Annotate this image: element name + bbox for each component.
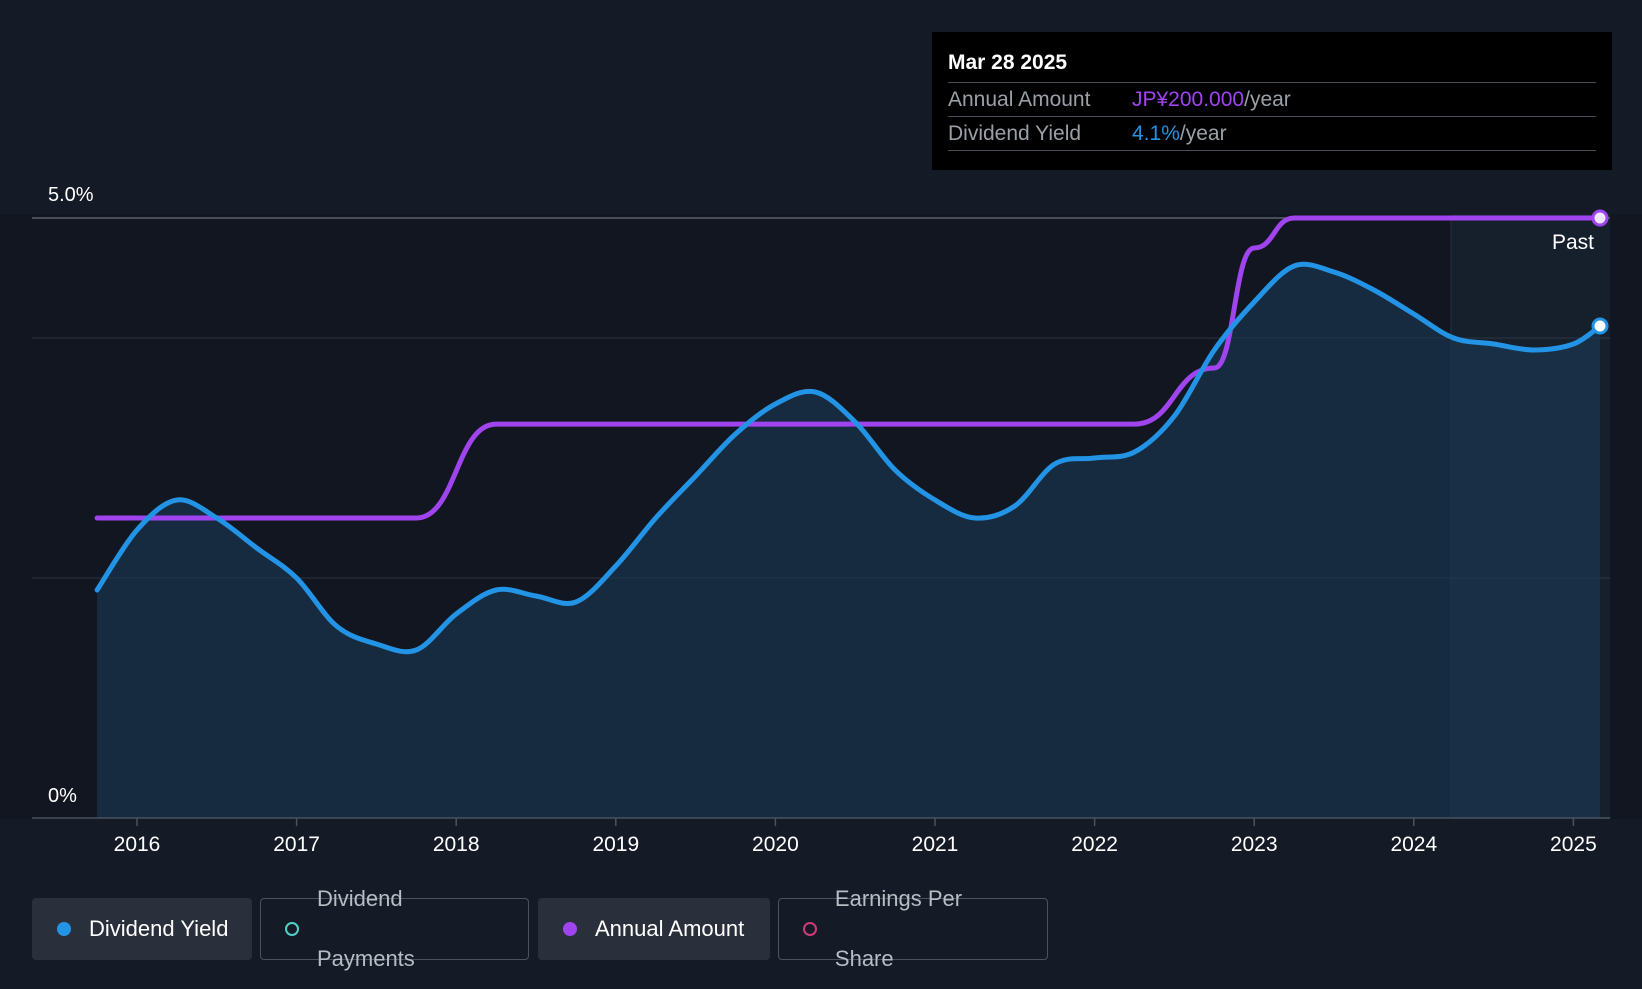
- legend-annual-amount[interactable]: Annual Amount: [538, 898, 770, 960]
- legend-dividend-payments-label: Dividend Payments: [316, 886, 415, 971]
- dividend-yield-area: [97, 264, 1601, 818]
- x-tick-label: 2017: [273, 833, 320, 856]
- tooltip-yield-row: Dividend Yield 4.1%/year: [948, 116, 1596, 151]
- tooltip-yield-unit: /year: [1179, 122, 1227, 145]
- past-label: Past: [1552, 231, 1594, 254]
- tooltip-annual-value: JP¥200.000: [1132, 88, 1245, 111]
- x-tick-label: 2022: [1071, 833, 1118, 856]
- dividend-yield-dot-icon: [57, 922, 71, 936]
- tooltip: Mar 28 2025 Annual Amount JP¥200.000/yea…: [932, 32, 1612, 170]
- annual-amount-dot-icon: [563, 922, 577, 936]
- legend-dividend-yield-label: Dividend Yield: [89, 916, 229, 941]
- tooltip-annual-label: Annual Amount: [948, 88, 1091, 111]
- legend-dividend-payments[interactable]: Dividend Payments: [260, 886, 529, 971]
- earnings-per-share-ring-icon: [803, 922, 817, 936]
- tooltip-annual-row: Annual Amount JP¥200.000/year: [948, 82, 1596, 116]
- dividend-yield-line: [94, 261, 1603, 655]
- y-tick-label-bottom: 0%: [48, 785, 77, 807]
- x-tick-label: 2019: [592, 833, 639, 856]
- x-tick-label: 2016: [114, 833, 161, 856]
- x-tick-label: 2024: [1390, 833, 1437, 856]
- tooltip-yield-value-group: 4.1%/year: [1132, 117, 1227, 150]
- annual-amount-end-marker: [1591, 209, 1609, 227]
- x-tick-label: 2018: [433, 833, 480, 856]
- x-tick-labels: 2016 2017 2018 2019 2020 2021 2022 2023 2024 2025: [114, 833, 1597, 856]
- x-tick-label: 2021: [912, 833, 959, 856]
- x-ticks: [136, 818, 1575, 826]
- tooltip-annual-value-group: JP¥200.000/year: [1132, 83, 1291, 116]
- x-tick-label: 2023: [1231, 833, 1278, 856]
- x-tick-label: 2025: [1550, 833, 1597, 856]
- tooltip-annual-unit: /year: [1244, 88, 1291, 111]
- tooltip-date: Mar 28 2025: [948, 51, 1068, 74]
- dividend-payments-ring-icon: [285, 922, 299, 936]
- legend-dividend-yield[interactable]: Dividend Yield: [32, 898, 252, 960]
- legend-earnings-per-share[interactable]: Earnings Per Share: [778, 886, 1048, 971]
- dividend-yield-end-marker: [1591, 317, 1609, 335]
- y-tick-label-top: 5.0%: [48, 184, 94, 206]
- legend-earnings-per-share-label: Earnings Per Share: [834, 886, 963, 971]
- tooltip-yield-value: 4.1%: [1132, 122, 1180, 145]
- legend-annual-amount-label: Annual Amount: [595, 916, 745, 941]
- tooltip-yield-label: Dividend Yield: [948, 122, 1082, 145]
- x-tick-label: 2020: [752, 833, 799, 856]
